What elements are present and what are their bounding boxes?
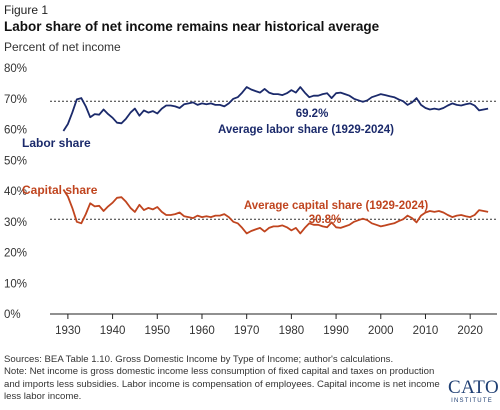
y-tick-label: 40% bbox=[4, 186, 27, 198]
x-tick-label: 1940 bbox=[100, 325, 126, 337]
line-chart: 0%10%20%30%40%50%60%70%80% 1930 1940 1950 1… bbox=[4, 63, 497, 337]
chart-subtitle: Percent of net income bbox=[4, 40, 121, 54]
y-tick-label: 20% bbox=[4, 248, 27, 260]
series-line-labor bbox=[62, 86, 489, 132]
labor-average-value: 69.2% bbox=[296, 108, 329, 120]
labor-average-label: Average labor share (1929-2024) bbox=[218, 124, 394, 136]
x-tick-label: 1960 bbox=[189, 325, 215, 337]
capital-average-label: Average capital share (1929-2024) bbox=[244, 200, 428, 212]
x-tick-label: 1950 bbox=[144, 325, 170, 337]
capital-average-value: 30.8% bbox=[309, 214, 342, 226]
chart-title: Labor share of net income remains near h… bbox=[4, 19, 380, 34]
x-tick-label: 2010 bbox=[413, 325, 439, 337]
y-tick-label: 10% bbox=[4, 278, 27, 290]
x-tick-label: 1990 bbox=[323, 325, 349, 337]
y-tick-label: 80% bbox=[4, 63, 27, 75]
logo-sub: INSTITUTE bbox=[451, 398, 493, 404]
y-tick-label: 60% bbox=[4, 125, 27, 137]
figure-label: Figure 1 bbox=[4, 3, 49, 17]
chart-footer: Sources: BEA Table 1.10. Gross Domestic … bbox=[4, 354, 444, 404]
y-tick-label: 50% bbox=[4, 155, 27, 167]
x-tick-label: 1980 bbox=[279, 325, 305, 337]
logo-name: CATO bbox=[448, 377, 500, 398]
methodology-note: Note: Net income is gross domestic incom… bbox=[4, 366, 440, 403]
series-label-labor: Labor share bbox=[22, 136, 91, 150]
cato-logo: CATO INSTITUTE bbox=[448, 377, 500, 405]
x-tick-label: 1930 bbox=[55, 325, 81, 337]
series-lines bbox=[62, 86, 489, 235]
x-tick-label: 1970 bbox=[234, 325, 260, 337]
x-axis-ticks: 1930 1940 1950 1960 1970 1980 1990 2000 2010 2020 bbox=[55, 314, 483, 337]
average-lines bbox=[50, 100, 497, 220]
y-tick-label: 0% bbox=[4, 309, 21, 321]
y-tick-label: 30% bbox=[4, 217, 27, 229]
y-axis-ticks: 0% 10% 20% 30% 40% 50% 60% 70% 80% bbox=[4, 63, 27, 321]
x-tick-label: 2000 bbox=[368, 325, 394, 337]
series-line-capital bbox=[62, 189, 489, 235]
y-tick-label: 70% bbox=[4, 94, 27, 106]
sources-note: Sources: BEA Table 1.10. Gross Domestic … bbox=[4, 354, 394, 365]
x-tick-label: 2020 bbox=[457, 325, 483, 337]
series-label-capital: Capital share bbox=[22, 183, 98, 197]
